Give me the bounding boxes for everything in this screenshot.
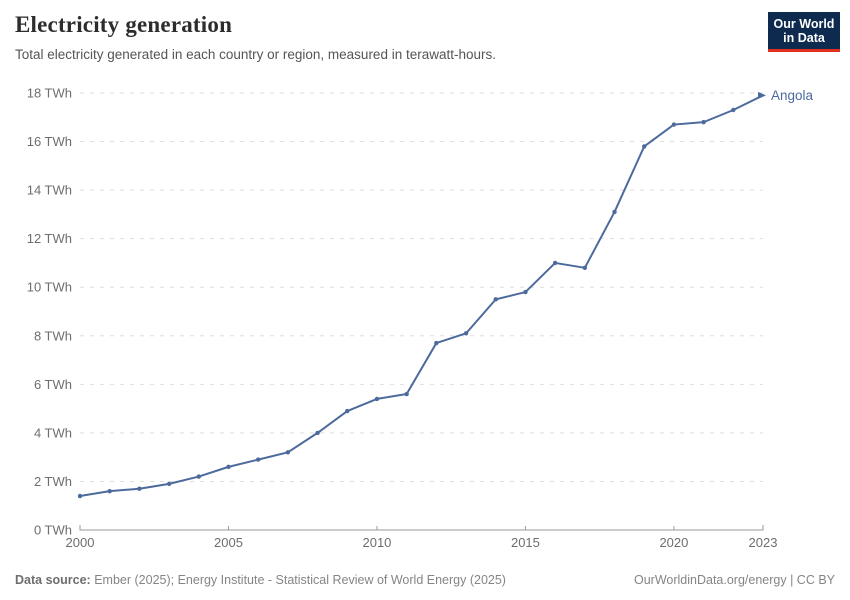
data-source-note: Data source: Ember (2025); Energy Instit… <box>15 573 506 587</box>
y-tick-label: 16 TWh <box>27 134 72 149</box>
data-point[interactable] <box>166 481 172 487</box>
data-point[interactable] <box>345 408 350 414</box>
y-tick-label: 8 TWh <box>34 328 72 343</box>
y-tick-label: 10 TWh <box>27 280 72 295</box>
data-point[interactable] <box>523 289 528 295</box>
owid-url-license[interactable]: OurWorldinData.org/energy | CC BY <box>633 573 835 587</box>
y-tick-label: 2 TWh <box>34 474 72 489</box>
data-point[interactable] <box>255 457 261 462</box>
owid-logo[interactable]: Our World in Data <box>768 12 840 52</box>
x-tick-label: 2010 <box>362 535 391 550</box>
data-point[interactable] <box>434 340 439 346</box>
series-line-angola[interactable] <box>79 94 764 498</box>
y-tick-label: 0 TWh <box>34 523 72 538</box>
x-tick-label: 2020 <box>659 535 688 550</box>
owid-logo-line1: Our World <box>773 17 835 31</box>
y-tick-label: 6 TWh <box>34 377 72 392</box>
data-point[interactable] <box>671 122 677 127</box>
data-point[interactable] <box>731 107 736 113</box>
data-point[interactable] <box>612 209 617 215</box>
data-point[interactable] <box>77 493 83 499</box>
y-tick-label: 14 TWh <box>27 183 72 198</box>
x-axis: 2000 2005 2010 2015 2020 2023 <box>66 525 778 550</box>
series-end-arrow-icon <box>758 91 766 99</box>
chart-header: Electricity generation Total electricity… <box>15 12 755 62</box>
data-point[interactable] <box>701 119 706 125</box>
series-label-angola[interactable]: Angola <box>771 88 814 103</box>
x-axis-line <box>79 525 764 531</box>
x-tick-label: 2005 <box>214 535 243 550</box>
x-tick-label: 2000 <box>66 535 95 550</box>
x-tick-label: 2023 <box>749 535 778 550</box>
y-tick-label: 18 TWh <box>27 86 72 101</box>
data-point[interactable] <box>107 488 112 494</box>
page-title: Electricity generation <box>15 12 233 37</box>
data-point[interactable] <box>493 297 498 302</box>
data-point[interactable] <box>196 474 201 479</box>
series-layer[interactable]: Angola <box>77 88 814 499</box>
data-point[interactable] <box>582 265 588 270</box>
data-point[interactable] <box>404 391 409 397</box>
owid-logo-line2: in Data <box>783 31 825 45</box>
data-point[interactable] <box>374 396 380 402</box>
data-point[interactable] <box>552 260 558 266</box>
data-point[interactable] <box>285 450 291 455</box>
data-source-label: Data source: <box>15 573 91 587</box>
chart-footer: Data source: Ember (2025); Energy Instit… <box>15 573 835 587</box>
data-point[interactable] <box>463 331 469 336</box>
data-point[interactable] <box>137 486 142 491</box>
data-point[interactable] <box>226 464 231 470</box>
chart-subtitle: Total electricity generated in each coun… <box>15 47 496 62</box>
x-tick-label: 2015 <box>511 535 540 550</box>
y-tick-label: 12 TWh <box>27 231 72 246</box>
data-point[interactable] <box>315 430 320 436</box>
data-point[interactable] <box>642 144 647 149</box>
y-tick-label: 4 TWh <box>34 425 72 440</box>
grid-layer: 0 TWh 2 TWh 4 TWh 6 TWh 8 TWh 10 TWh 12 TWh 14 … <box>27 86 763 538</box>
data-source-text: Ember (2025); Energy Institute - Statist… <box>90 573 506 587</box>
